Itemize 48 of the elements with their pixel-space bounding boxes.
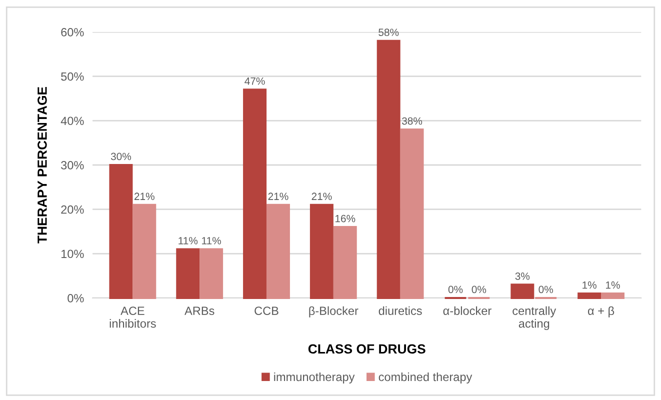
bar (310, 204, 334, 300)
bar (266, 204, 290, 300)
data-label: 21% (312, 192, 332, 200)
bar (600, 292, 624, 300)
data-label: 30% (110, 152, 132, 160)
y-tick-label: 0% (68, 294, 84, 302)
y-tick-label: 20% (61, 205, 84, 214)
y-tick-label: 30% (61, 161, 84, 170)
data-label: 16% (335, 214, 356, 222)
x-axis-title: CLASS OF DRUGS (308, 344, 426, 354)
x-tick-label: α + β (588, 306, 614, 318)
legend-label: immunotherapy (274, 372, 355, 384)
data-label: 1% (606, 281, 620, 289)
x-tick-label: ARBs (184, 306, 214, 316)
data-label: 38% (402, 117, 422, 125)
data-label: 58% (378, 28, 399, 36)
data-label: 11% (202, 237, 221, 244)
bar (333, 226, 357, 300)
data-label: 3% (515, 272, 530, 280)
data-label: 21% (268, 192, 288, 200)
data-label: 0% (538, 286, 553, 294)
bar (376, 40, 400, 300)
bar (510, 284, 534, 300)
x-tick-label: diuretics (378, 306, 422, 316)
y-tick-label: 40% (60, 116, 84, 126)
data-label: 21% (134, 192, 154, 200)
data-label: 0% (448, 286, 463, 294)
y-axis-title: THERAPY PERCENTAGE (38, 86, 47, 244)
bar (176, 248, 200, 300)
bar (109, 164, 133, 300)
y-tick-label: 60% (61, 28, 84, 36)
bar (578, 292, 602, 300)
bar (200, 248, 224, 300)
x-tick-label: ACE inhibitors (110, 306, 156, 328)
data-label: 0% (472, 286, 486, 294)
x-tick-label: α-blocker (443, 306, 492, 316)
bar (400, 128, 424, 300)
data-label: 11% (178, 237, 198, 244)
data-label: 1% (582, 281, 596, 289)
bar (243, 88, 267, 300)
x-tick-label: CCB (254, 306, 278, 316)
y-tick-label: 10% (61, 250, 84, 258)
x-tick-label: centrally acting (512, 306, 556, 330)
legend-label: combined therapy (378, 372, 472, 384)
data-label: 47% (244, 77, 265, 85)
y-tick-label: 50% (61, 72, 84, 81)
x-tick-label: β-Blocker (309, 306, 358, 318)
bar (132, 204, 156, 300)
